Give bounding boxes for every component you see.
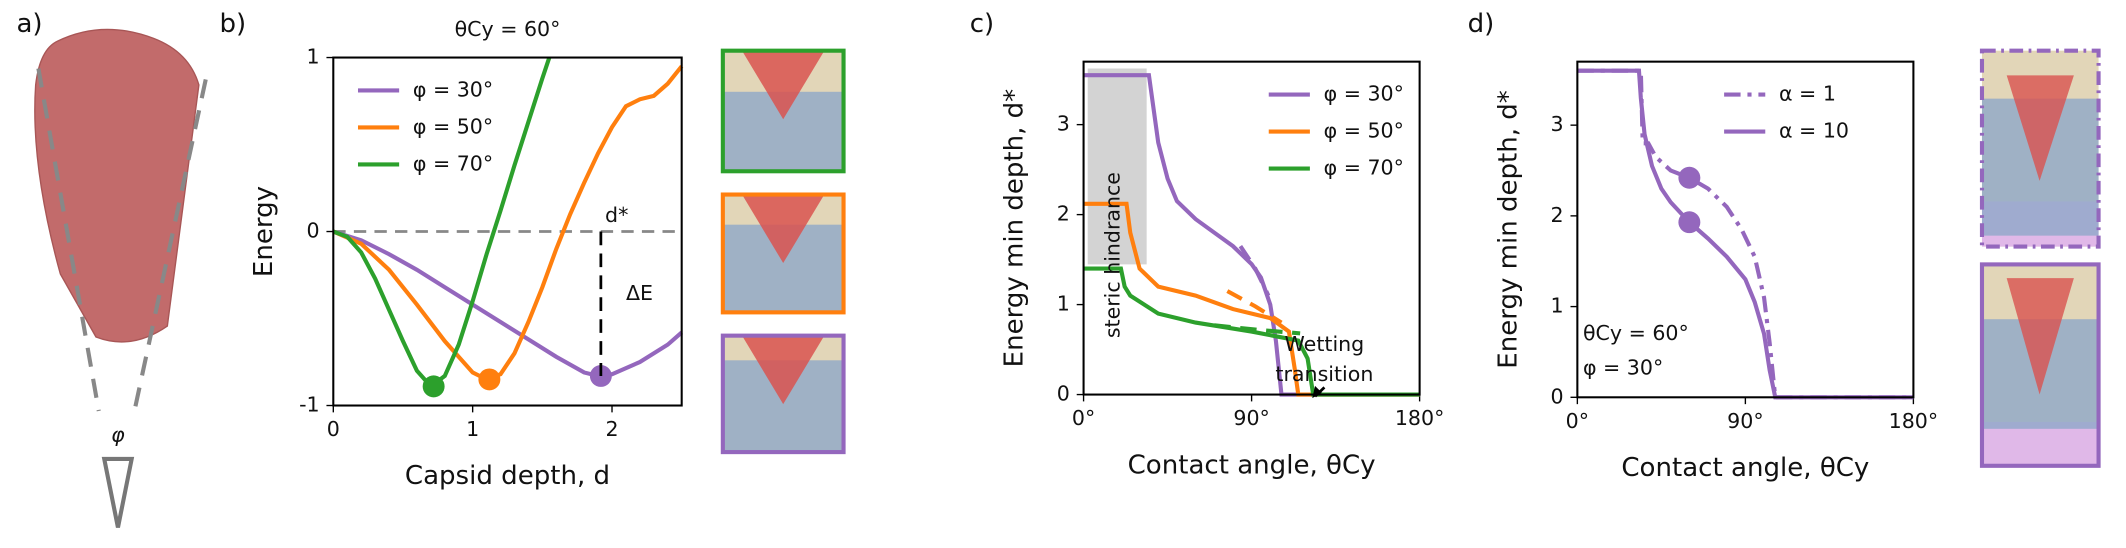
legend-label: α = 10 bbox=[1779, 119, 1849, 143]
y-axis-label: Energy min depth, d* bbox=[999, 89, 1029, 367]
y-tick-label: 3 bbox=[1551, 112, 1564, 136]
axes-frame bbox=[1576, 60, 1915, 399]
y-axis-label: Energy bbox=[249, 186, 279, 277]
series-line bbox=[332, 229, 684, 379]
cone-icon bbox=[101, 456, 135, 528]
annotation: θCy = 60° bbox=[1583, 321, 1689, 345]
panel-label: d) bbox=[1468, 9, 1495, 39]
annotation: ΔE bbox=[626, 281, 653, 305]
y-tick-label: 0 bbox=[1057, 382, 1070, 406]
x-tick-label: 0° bbox=[1566, 409, 1589, 433]
legend-label: φ = 70° bbox=[413, 151, 493, 175]
x-tick-label: 90° bbox=[1727, 409, 1763, 433]
x-tick-label: 0 bbox=[327, 417, 340, 441]
legend-label: φ = 50° bbox=[413, 114, 493, 138]
legend-label: φ = 70° bbox=[1324, 156, 1404, 180]
axes-frame bbox=[332, 56, 683, 407]
y-tick-label: 0 bbox=[1551, 384, 1564, 408]
legend-label: φ = 50° bbox=[1324, 119, 1404, 143]
metastable-line bbox=[1238, 244, 1271, 297]
thumbnails bbox=[720, 48, 2101, 468]
series-line bbox=[1577, 68, 1914, 400]
x-axis-label: Contact angle, θCy bbox=[1128, 450, 1376, 480]
y-tick-label: 1 bbox=[1057, 292, 1070, 316]
minimum-marker bbox=[478, 368, 501, 391]
y-tick-label: 1 bbox=[1551, 294, 1564, 318]
y-tick-label: 1 bbox=[306, 45, 319, 69]
x-tick-label: 2 bbox=[605, 417, 618, 441]
chart-title: θCy = 60° bbox=[455, 17, 561, 41]
panel-label: a) bbox=[16, 9, 42, 39]
annotation: d* bbox=[605, 203, 628, 227]
y-tick-label: 2 bbox=[1057, 202, 1070, 226]
annotation: Wetting bbox=[1285, 332, 1365, 356]
series-line bbox=[332, 64, 684, 382]
arrow-head bbox=[1312, 385, 1322, 399]
x-tick-label: 180° bbox=[1395, 406, 1445, 430]
axes-frame bbox=[1082, 60, 1421, 396]
legend-label: φ = 30° bbox=[1324, 82, 1404, 106]
series-line bbox=[1083, 201, 1420, 397]
x-axis-label: Contact angle, θCy bbox=[1621, 453, 1869, 483]
capsid bbox=[34, 28, 200, 343]
legend-label: φ = 30° bbox=[413, 77, 493, 101]
legend-label: α = 1 bbox=[1779, 82, 1836, 106]
y-tick-label: -1 bbox=[299, 393, 320, 417]
y-tick-label: 0 bbox=[306, 219, 319, 243]
minimum-marker bbox=[422, 375, 445, 398]
cone-label: φ bbox=[111, 423, 125, 447]
steric-region bbox=[1087, 68, 1147, 265]
x-tick-label: 0° bbox=[1072, 406, 1095, 430]
y-tick-label: 2 bbox=[1551, 203, 1564, 227]
metastable-line bbox=[1214, 323, 1301, 336]
x-tick-label: 1 bbox=[466, 417, 479, 441]
cone-outline bbox=[36, 68, 208, 412]
series-line bbox=[1083, 73, 1420, 397]
annotation: φ = 30° bbox=[1583, 355, 1663, 379]
x-tick-label: 180° bbox=[1889, 409, 1939, 433]
series-line bbox=[332, 56, 552, 390]
annotation: steric hindrance bbox=[1100, 172, 1124, 338]
y-tick-label: 3 bbox=[1057, 112, 1070, 136]
x-tick-label: 90° bbox=[1233, 406, 1269, 430]
y-axis-label: Energy min depth, d* bbox=[1493, 90, 1523, 368]
annotation: transition bbox=[1275, 362, 1373, 386]
x-axis-label: Capsid depth, d bbox=[405, 461, 610, 491]
series-line bbox=[1577, 68, 1914, 400]
minimum-marker bbox=[1678, 166, 1701, 189]
panel-label: b) bbox=[219, 9, 246, 39]
panel-label: c) bbox=[970, 9, 994, 39]
series-line bbox=[1083, 266, 1420, 397]
minimum-marker bbox=[1678, 211, 1701, 234]
metastable-line bbox=[1226, 289, 1283, 325]
